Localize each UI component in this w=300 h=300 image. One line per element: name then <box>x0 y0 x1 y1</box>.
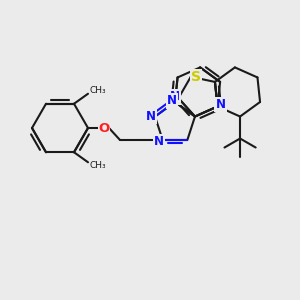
Text: S: S <box>191 70 201 84</box>
Text: N: N <box>170 91 180 103</box>
Text: N: N <box>146 110 156 123</box>
Text: CH₃: CH₃ <box>90 161 106 170</box>
Text: N: N <box>167 94 177 107</box>
Text: CH₃: CH₃ <box>90 86 106 95</box>
Text: N: N <box>154 136 164 148</box>
Text: O: O <box>98 122 110 134</box>
Text: N: N <box>215 98 226 111</box>
